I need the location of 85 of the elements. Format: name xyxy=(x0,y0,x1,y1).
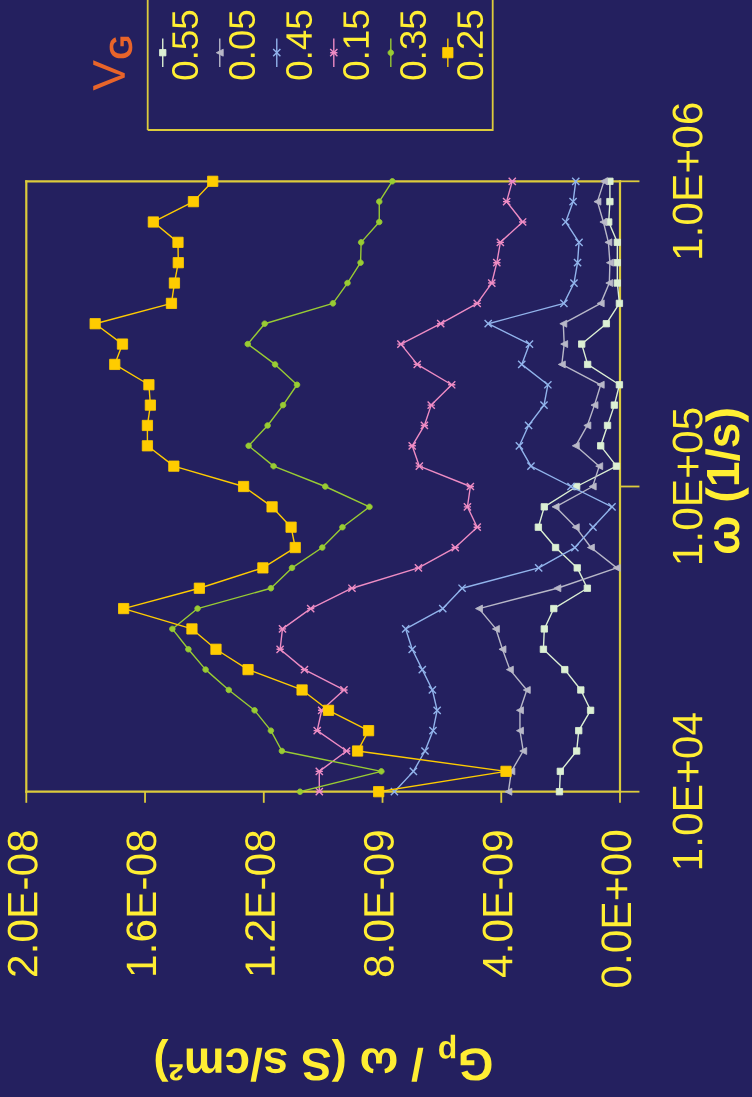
point xyxy=(457,583,467,593)
point xyxy=(487,278,497,288)
point xyxy=(396,339,406,349)
x-tick-label: 1.6E-08 xyxy=(126,831,157,975)
point xyxy=(312,726,322,735)
point xyxy=(496,238,505,247)
point xyxy=(502,197,511,206)
point xyxy=(420,421,429,430)
point xyxy=(450,543,460,552)
point xyxy=(569,278,579,288)
point xyxy=(587,706,595,714)
point xyxy=(414,563,423,573)
point xyxy=(543,380,553,390)
legend-label: 0.05 xyxy=(229,10,256,80)
point xyxy=(438,604,448,613)
point xyxy=(407,644,417,654)
point xyxy=(436,319,446,329)
x-tick-label: 8.0E-09 xyxy=(363,831,394,977)
point xyxy=(347,583,357,593)
point xyxy=(483,319,493,329)
point xyxy=(472,522,482,532)
y-axis-title: ω (1/s) xyxy=(705,409,749,554)
point xyxy=(407,441,417,451)
legend-label: 0.55 xyxy=(171,10,199,80)
point xyxy=(447,380,456,390)
point xyxy=(524,421,533,430)
point xyxy=(314,787,324,797)
point xyxy=(463,502,472,512)
point xyxy=(517,360,527,369)
point xyxy=(420,746,430,756)
point xyxy=(570,543,580,552)
point xyxy=(613,238,621,246)
point xyxy=(278,624,287,634)
point xyxy=(525,339,534,349)
point xyxy=(472,299,482,308)
y-tick-label: 1.0E+05 xyxy=(672,408,703,564)
point xyxy=(401,624,410,634)
x-tick-label: 1.2E-08 xyxy=(245,831,276,975)
point xyxy=(428,726,438,735)
point xyxy=(507,176,517,186)
point xyxy=(574,238,584,247)
x-tick-label: 2.0E-08 xyxy=(7,831,38,976)
legend-label: 0.35 xyxy=(400,10,427,80)
y-tick-label: 1.0E+06 xyxy=(672,103,703,258)
point xyxy=(551,543,560,552)
y-tick-label: 1.0E+04 xyxy=(672,713,703,869)
point xyxy=(417,665,427,674)
point xyxy=(518,217,527,227)
point xyxy=(412,360,422,369)
x-tick-label: 0.0E+00 xyxy=(601,830,632,988)
point xyxy=(314,767,324,776)
point xyxy=(432,706,442,715)
point xyxy=(300,665,309,674)
point xyxy=(526,461,536,471)
point xyxy=(390,787,399,797)
point xyxy=(339,685,349,695)
point xyxy=(466,482,475,491)
legend-label: 0.25 xyxy=(457,10,484,80)
point xyxy=(561,217,570,227)
point xyxy=(607,502,617,512)
point xyxy=(615,299,624,307)
point xyxy=(409,767,418,776)
point xyxy=(492,258,502,267)
point xyxy=(556,767,564,775)
x-axis-title: G$_{p}$ / ω (S s/cm²) xyxy=(155,1034,492,1082)
point xyxy=(539,400,549,410)
point xyxy=(426,400,436,410)
point xyxy=(568,197,578,206)
point xyxy=(573,258,582,267)
point xyxy=(306,604,315,613)
point xyxy=(559,299,569,308)
point xyxy=(515,441,524,451)
x-tick-label: 4.0E-09 xyxy=(482,831,513,978)
point xyxy=(415,461,424,471)
legend-label: 0.15 xyxy=(343,10,370,80)
point xyxy=(566,482,576,491)
point xyxy=(342,746,351,756)
point xyxy=(534,563,543,573)
point xyxy=(603,421,612,430)
point xyxy=(275,644,285,654)
legend-label: 0.45 xyxy=(286,10,313,80)
legend-title: V$_{G}$ xyxy=(93,36,133,91)
point xyxy=(588,522,598,532)
point xyxy=(428,685,437,695)
point xyxy=(571,176,581,186)
